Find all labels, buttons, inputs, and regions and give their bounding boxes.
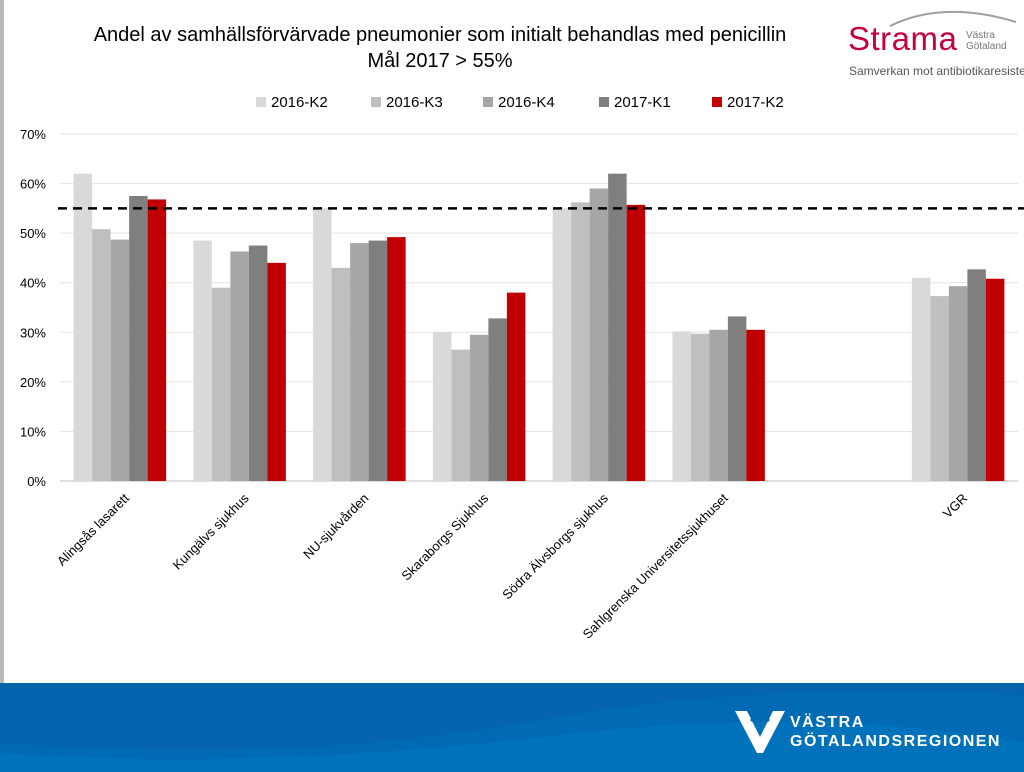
y-tick-label: 30% xyxy=(20,325,46,340)
legend-swatch xyxy=(599,97,609,107)
y-tick-label: 50% xyxy=(20,226,46,241)
bar xyxy=(911,277,931,481)
bar xyxy=(110,239,130,481)
bar xyxy=(368,240,388,481)
bar xyxy=(626,204,646,481)
x-tick-label: Södra Älvsborgs sjukhus xyxy=(499,490,611,602)
chart-legend: 2016-K2 2016-K3 2016-K4 2017-K1 2017-K2 xyxy=(256,94,784,111)
strama-logo-word: Strama xyxy=(848,20,958,57)
y-tick-label: 40% xyxy=(20,276,46,291)
bar xyxy=(432,332,452,481)
legend-label: 2017-K2 xyxy=(727,94,784,111)
x-tick-label: Alingsås lasarett xyxy=(54,490,132,568)
vgr-logo-text: VÄSTRA GÖTALANDSREGIONEN xyxy=(790,713,1001,751)
bar xyxy=(129,195,148,481)
legend-swatch xyxy=(712,97,722,107)
x-axis-labels: Alingsås lasarett Kungälvs sjukhus NU-sjuk… xyxy=(54,490,970,641)
y-tick-label: 10% xyxy=(20,424,46,439)
x-tick-label: NU-sjukvården xyxy=(300,491,371,562)
bar xyxy=(147,199,167,481)
bar xyxy=(73,173,93,481)
bar xyxy=(267,262,286,481)
strama-logo: Strama Västra Götaland Samverkan mot ant… xyxy=(848,6,1024,86)
bar xyxy=(211,287,231,481)
bar-chart: 2016-K2 2016-K3 2016-K4 2017-K1 2017-K2 0% 10… xyxy=(20,94,1024,642)
x-tick-label: VGR xyxy=(940,491,971,522)
legend-item: 2016-K3 xyxy=(371,94,443,111)
legend-label: 2016-K4 xyxy=(498,94,555,111)
strama-logo-tagline: Samverkan mot antibiotikaresistens xyxy=(849,64,1024,78)
chart-subtitle: Mål 2017 > 55% xyxy=(367,50,513,72)
bar xyxy=(387,237,406,481)
legend-swatch xyxy=(256,97,266,107)
bar xyxy=(451,349,470,481)
legend-item: 2016-K2 xyxy=(256,94,328,111)
bar xyxy=(313,208,332,481)
bar xyxy=(985,278,1005,481)
chart-title-line-1: Andel av samhällsförvärvade pneumonier s… xyxy=(93,24,787,46)
chart-bars xyxy=(73,173,1005,481)
bar xyxy=(608,173,627,481)
legend-label: 2016-K2 xyxy=(271,94,328,111)
chart-title: Andel av samhällsförvärvade pneumonier s… xyxy=(60,22,820,74)
legend-item: 2017-K2 xyxy=(712,94,784,111)
bar xyxy=(589,188,609,481)
bar xyxy=(331,267,351,481)
bar xyxy=(690,333,710,481)
bar xyxy=(967,269,986,481)
x-tick-label: Skaraborgs Sjukhus xyxy=(398,490,491,583)
strama-arc-icon xyxy=(889,11,1017,27)
bar xyxy=(230,251,249,481)
y-tick-label: 20% xyxy=(20,375,46,390)
bar xyxy=(948,286,968,481)
bar xyxy=(92,229,111,481)
vgr-logo-line-1: VÄSTRA xyxy=(790,714,865,731)
legend-swatch xyxy=(483,97,493,107)
x-tick-label: Kungälvs sjukhus xyxy=(170,490,252,572)
legend-label: 2016-K3 xyxy=(386,94,443,111)
bar xyxy=(746,329,765,481)
legend-swatch xyxy=(371,97,381,107)
x-tick-label: Sahlgrenska Universitetssjukhuset xyxy=(580,490,731,641)
bar xyxy=(571,202,590,481)
bar xyxy=(350,243,369,481)
bar xyxy=(248,245,268,481)
bar xyxy=(672,331,691,481)
bar xyxy=(552,208,572,481)
bar xyxy=(727,316,747,481)
legend-label: 2017-K1 xyxy=(614,94,671,111)
vgr-logo-line-2: GÖTALANDSREGIONEN xyxy=(790,733,1001,750)
bar xyxy=(930,296,949,481)
bar xyxy=(193,240,212,481)
bar xyxy=(469,334,489,481)
y-tick-label: 70% xyxy=(20,127,46,142)
vgr-logo-icon xyxy=(735,711,785,753)
y-tick-label: 60% xyxy=(20,177,46,192)
y-tick-label: 0% xyxy=(27,474,46,489)
legend-item: 2017-K1 xyxy=(599,94,671,111)
footer-band: VÄSTRA GÖTALANDSREGIONEN xyxy=(0,683,1024,772)
legend-item: 2016-K4 xyxy=(483,94,555,111)
bar xyxy=(709,329,728,481)
slide-left-edge xyxy=(0,0,4,683)
strama-logo-region: Västra Götaland xyxy=(966,30,1007,52)
bar xyxy=(506,292,526,481)
y-axis-ticks: 0% 10% 20% 30% 40% 50% 60% 70% xyxy=(20,127,46,489)
bar xyxy=(488,318,507,481)
